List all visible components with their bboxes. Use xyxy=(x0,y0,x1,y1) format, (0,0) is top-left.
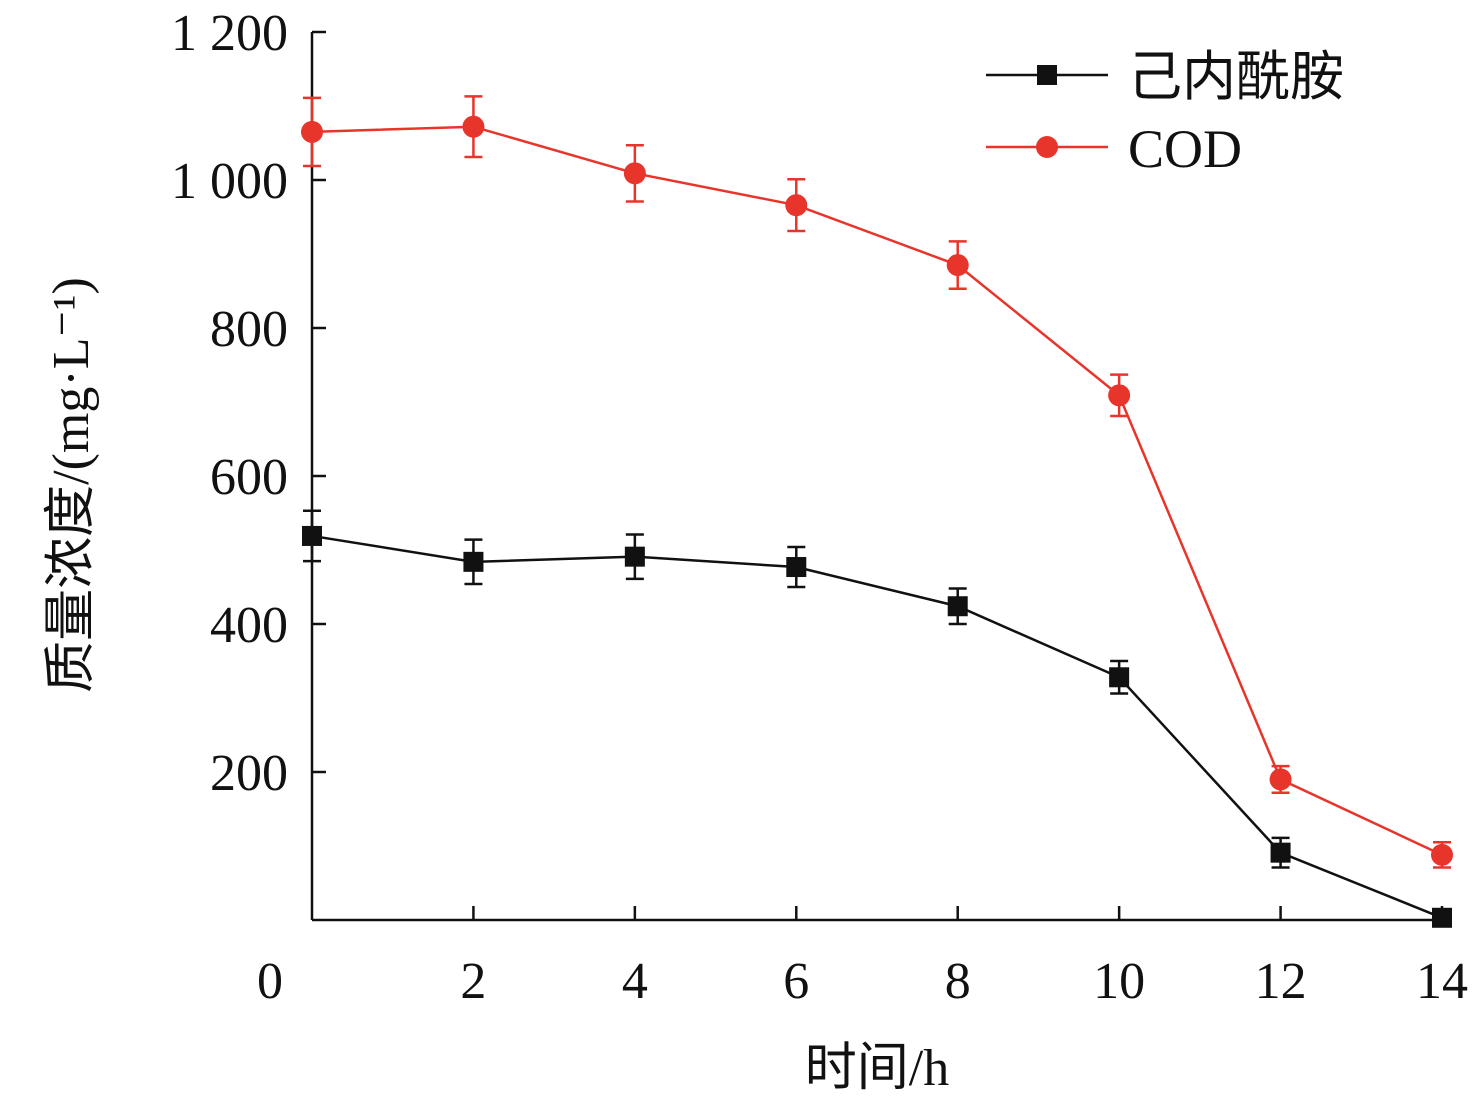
data-point xyxy=(623,162,646,185)
legend-marker xyxy=(1036,136,1058,158)
legend-label: 己内酰胺 xyxy=(1128,47,1344,107)
data-point xyxy=(947,596,968,617)
y-tick-label: 600 xyxy=(210,449,288,506)
x-tick-label: 12 xyxy=(1255,953,1307,1010)
y-tick-label: 400 xyxy=(210,597,288,654)
series-caprolactam xyxy=(302,509,1452,928)
y-axis-label: 质量浓度/(mg·L⁻¹) xyxy=(43,277,100,693)
x-tick-label: 14 xyxy=(1416,953,1468,1010)
data-point xyxy=(1108,384,1131,407)
data-point xyxy=(463,551,484,572)
data-point xyxy=(786,557,807,578)
y-tick-label: 1 200 xyxy=(171,5,288,62)
x-tick-label: 0 xyxy=(257,953,283,1010)
axes: 0 2 4 6 8 10 12 14 200 400 600 800 1 000 1 200 xyxy=(171,5,1468,1010)
y-tick-label: 1 000 xyxy=(171,153,288,210)
x-tick-label: 10 xyxy=(1093,953,1145,1010)
legend-marker xyxy=(1037,65,1057,85)
legend-label: COD xyxy=(1128,119,1242,179)
x-tick-label: 6 xyxy=(783,953,809,1010)
series-cod xyxy=(301,95,1453,869)
x-tick-label: 8 xyxy=(945,953,971,1010)
data-point xyxy=(462,115,485,138)
series-line xyxy=(311,125,1443,857)
x-axis-label: 时间/h xyxy=(805,1040,949,1097)
data-point xyxy=(946,254,969,277)
data-point xyxy=(301,120,323,143)
data-point xyxy=(1270,842,1291,863)
x-tick-label: 2 xyxy=(460,953,486,1010)
data-point xyxy=(1109,667,1130,688)
data-point xyxy=(1431,843,1453,866)
legend: 己内酰胺 COD xyxy=(986,47,1344,179)
x-tick-label: 4 xyxy=(622,953,648,1010)
data-point xyxy=(624,546,645,567)
series-line xyxy=(311,534,1443,919)
data-point xyxy=(785,194,808,217)
data-point xyxy=(302,525,322,546)
data-point xyxy=(1432,907,1452,928)
y-tick-label: 200 xyxy=(210,745,288,802)
series-layer xyxy=(301,95,1453,928)
data-point xyxy=(1269,768,1292,791)
y-tick-label: 800 xyxy=(210,301,288,358)
